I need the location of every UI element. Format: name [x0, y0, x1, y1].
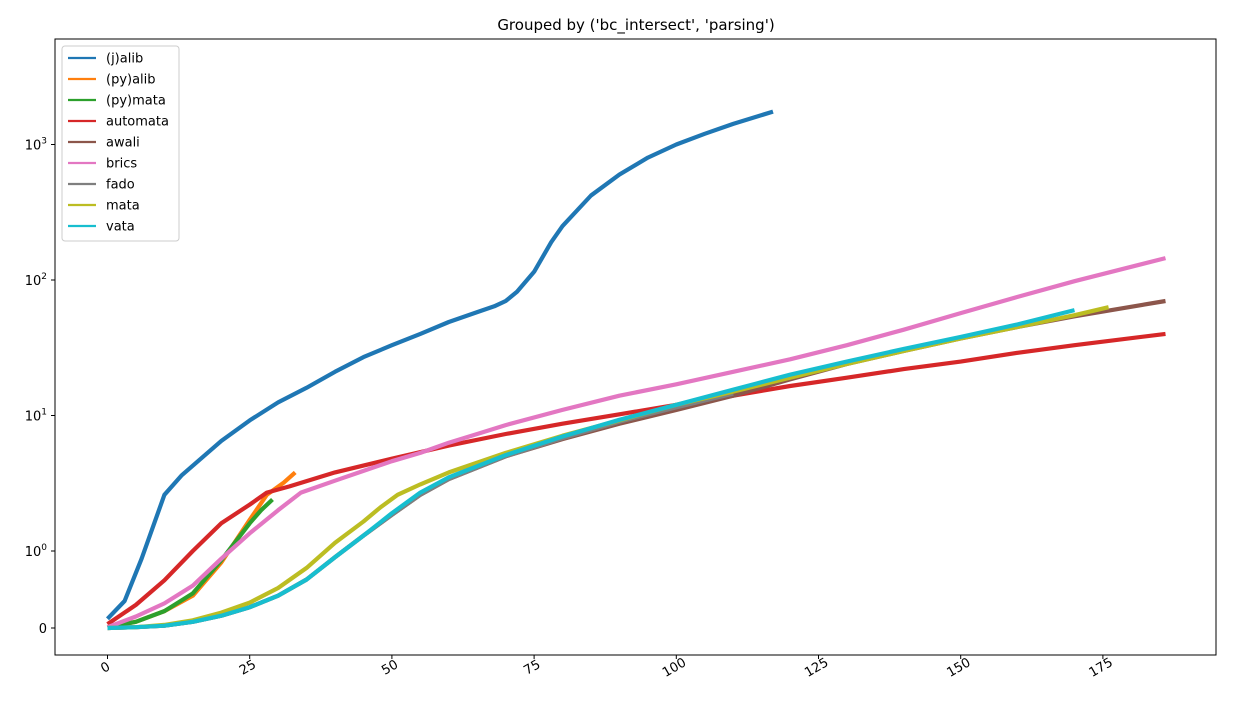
y-tick-label: 103 — [25, 137, 47, 154]
x-tick-label: 25 — [237, 657, 259, 678]
y-axis: 0 100 101 102 103 — [25, 137, 55, 637]
series-layer — [105, 109, 1167, 631]
legend-label: (py)mata — [106, 94, 166, 109]
chart-title: Grouped by ('bc_intersect', 'parsing') — [497, 16, 774, 35]
legend-label: automata — [106, 115, 169, 130]
x-tick-label: 50 — [379, 657, 401, 678]
plot-frame — [54, 38, 1217, 656]
series-line-3 — [106, 331, 1166, 626]
legend-label: brics — [106, 157, 137, 172]
x-tick-label: 75 — [521, 657, 543, 678]
y-tick-label: 101 — [25, 408, 47, 425]
series-line-2 — [107, 497, 274, 630]
legend-label: vata — [106, 220, 135, 235]
legend: (j)alib (py)alib (py)mata automata awali bric… — [61, 45, 180, 242]
series-line-8 — [107, 308, 1076, 631]
legend-label: (py)alib — [106, 73, 156, 88]
legend-label: awali — [106, 136, 140, 151]
y-tick-label: 102 — [25, 272, 47, 289]
y-tick-label: 0 — [39, 622, 47, 637]
legend-label: (j)alib — [106, 52, 143, 67]
legend-label: mata — [106, 199, 140, 214]
series-line-0 — [105, 109, 774, 621]
series-line-5 — [106, 256, 1167, 630]
legend-box — [61, 45, 180, 242]
legend-label: fado — [106, 178, 135, 193]
y-tick-label: 100 — [25, 543, 48, 560]
